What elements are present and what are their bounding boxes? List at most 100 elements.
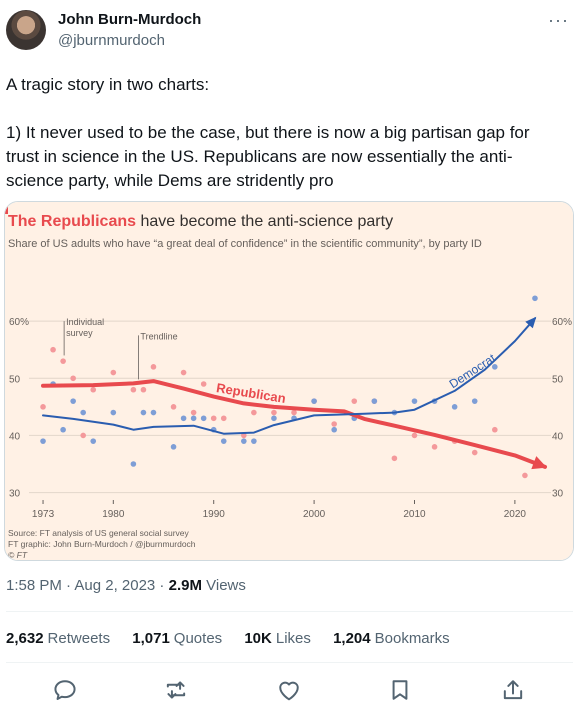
democrat-survey-point bbox=[331, 426, 337, 433]
democrat-survey-point bbox=[371, 398, 378, 404]
engagement-stats: 2,632 Retweets 1,071 Quotes 10K Likes 1,204… bbox=[6, 630, 468, 647]
bookmarks-stat[interactable]: 1,204 Bookmarks bbox=[333, 630, 450, 647]
action-bar bbox=[0, 676, 581, 704]
bookmarks-count: 1,204 bbox=[333, 630, 371, 647]
democrat-survey-point bbox=[110, 409, 117, 416]
democrat-survey-point bbox=[451, 404, 458, 410]
democrat-survey-point bbox=[411, 398, 418, 404]
democrat-survey-point bbox=[60, 426, 66, 433]
likes-stat[interactable]: 10K Likes bbox=[244, 630, 311, 647]
republican-survey-point bbox=[492, 426, 498, 433]
democrat-survey-point bbox=[190, 415, 197, 422]
democrat-survey-point bbox=[70, 398, 76, 404]
democrat-survey-point bbox=[532, 295, 538, 302]
y-tick-label-right: 30 bbox=[552, 489, 564, 500]
views-label: Views bbox=[201, 577, 246, 594]
retweets-stat[interactable]: 2,632 Retweets bbox=[6, 630, 110, 647]
republican-survey-point bbox=[50, 346, 56, 353]
timestamp-text: 1:58 PM · Aug 2, 2023 · bbox=[6, 577, 169, 594]
reply-icon[interactable] bbox=[51, 676, 79, 704]
likes-count: 10K bbox=[244, 630, 272, 647]
y-tick-label-right: 50 bbox=[552, 374, 564, 385]
quotes-count: 1,071 bbox=[132, 630, 170, 647]
x-tick-label: 1973 bbox=[32, 509, 55, 520]
republican-survey-point bbox=[190, 409, 197, 416]
republican-survey-point bbox=[522, 472, 528, 479]
x-tick-label: 2000 bbox=[303, 509, 326, 520]
republican-survey-point bbox=[140, 386, 147, 393]
y-tick-label-right: 60% bbox=[552, 317, 572, 328]
democrat-survey-point bbox=[200, 415, 207, 422]
chart-accent-bar bbox=[5, 202, 8, 214]
quotes-label: Quotes bbox=[173, 630, 223, 647]
share-icon[interactable] bbox=[499, 676, 527, 704]
ft-logo: © FT bbox=[8, 550, 28, 560]
republican-trendline bbox=[41, 379, 547, 469]
y-tick-label-right: 40 bbox=[552, 431, 564, 442]
avatar[interactable] bbox=[6, 10, 46, 50]
democrat-survey-point bbox=[170, 444, 177, 450]
likes-label: Likes bbox=[275, 630, 311, 647]
tweet-text: A tragic story in two charts: 1) It neve… bbox=[6, 75, 530, 190]
republican-survey-point bbox=[271, 409, 277, 416]
y-tick-label-left: 30 bbox=[9, 489, 21, 500]
x-tick-label: 2010 bbox=[403, 509, 426, 520]
retweet-icon[interactable] bbox=[162, 676, 190, 704]
like-icon[interactable] bbox=[275, 676, 303, 704]
republican-survey-point bbox=[251, 409, 257, 416]
bookmark-icon[interactable] bbox=[386, 676, 414, 704]
divider-top bbox=[6, 611, 573, 612]
chart-title-rest: have become the anti-science party bbox=[136, 213, 393, 230]
y-tick-label-left: 60% bbox=[9, 317, 29, 328]
republican-survey-point bbox=[220, 415, 227, 422]
republican-survey-point bbox=[70, 375, 76, 382]
author-handle[interactable]: @jburnmurdoch bbox=[58, 32, 165, 49]
republican-survey-point bbox=[60, 358, 66, 364]
retweets-count: 2,632 bbox=[6, 630, 44, 647]
individual-survey-line: survey bbox=[66, 328, 93, 338]
republican-survey-point bbox=[210, 415, 217, 422]
tweet-media-chart[interactable]: The Republicans have become the anti-sci… bbox=[4, 201, 574, 561]
chart-subtitle: Share of US adults who have “a great dea… bbox=[8, 238, 482, 250]
chart-source: Source: FT analysis of US general social… bbox=[8, 528, 190, 538]
republican-survey-point bbox=[471, 449, 478, 456]
republican-survey-point bbox=[241, 432, 247, 439]
y-tick-label-left: 50 bbox=[9, 374, 21, 385]
democrat-trendline bbox=[42, 317, 536, 435]
democrat-survey-point bbox=[271, 415, 277, 422]
author-name[interactable]: John Burn-Murdoch bbox=[58, 11, 202, 28]
democrat-survey-point bbox=[241, 438, 247, 444]
republican-survey-point bbox=[90, 386, 97, 393]
republican-survey-point bbox=[200, 381, 207, 387]
republican-survey-point bbox=[351, 398, 358, 404]
x-tick-label: 1980 bbox=[102, 509, 125, 520]
more-icon[interactable]: ··· bbox=[548, 10, 569, 30]
republican-survey-point bbox=[291, 409, 297, 416]
democrat-survey-point bbox=[492, 364, 498, 370]
x-tick-label: 1990 bbox=[203, 509, 226, 520]
republican-survey-point bbox=[331, 421, 337, 427]
republican-survey-point bbox=[170, 404, 177, 410]
chart-credit: FT graphic: John Burn-Murdoch / @jburnmu… bbox=[8, 539, 196, 549]
y-tick-label-left: 40 bbox=[9, 431, 21, 442]
republican-survey-point bbox=[391, 455, 398, 462]
republican-survey-point bbox=[180, 369, 187, 376]
trendline-annotation: Trendline bbox=[140, 331, 177, 341]
democrat-survey-point bbox=[251, 438, 257, 444]
democrat-survey-point bbox=[90, 438, 97, 444]
republican-survey-point bbox=[130, 386, 137, 393]
democrat-survey-point bbox=[40, 438, 46, 444]
views-count: 2.9M bbox=[168, 577, 202, 594]
timestamp[interactable]: 1:58 PM · Aug 2, 2023 · 2.9M Views bbox=[6, 577, 246, 594]
democrat-survey-point bbox=[471, 398, 478, 404]
democrat-survey-point bbox=[80, 409, 86, 416]
chart-title-highlight: The Republicans bbox=[8, 213, 136, 230]
individual-survey-annotation: Individual survey bbox=[66, 317, 104, 338]
democrat-survey-point bbox=[140, 409, 147, 416]
chart: The Republicans have become the anti-sci… bbox=[5, 202, 573, 560]
retweets-label: Retweets bbox=[47, 630, 111, 647]
quotes-stat[interactable]: 1,071 Quotes bbox=[132, 630, 222, 647]
republican-survey-point bbox=[40, 404, 46, 410]
democrat-survey-point bbox=[130, 461, 137, 467]
republican-survey-point bbox=[411, 432, 418, 439]
